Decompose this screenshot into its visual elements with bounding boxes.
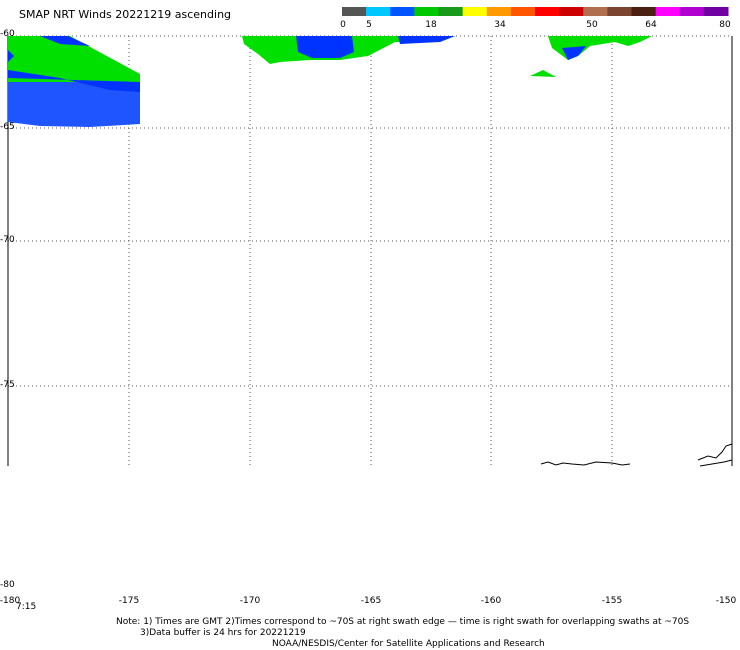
colorbar-segment: [414, 7, 439, 16]
lat-label-60: -60: [0, 29, 15, 39]
colorbar-tick-0: 0: [340, 20, 346, 30]
lon-label-175: -175: [118, 596, 140, 606]
lon-label-150: -150: [715, 596, 737, 606]
wind-swath-center: [242, 36, 455, 64]
colorbar-segment: [679, 7, 705, 16]
note-line-3: NOAA/NESDIS/Center for Satellite Applica…: [272, 639, 545, 649]
lon-label-180: -180: [0, 596, 21, 606]
map-title: SMAP NRT Winds 20221219 ascending: [19, 8, 232, 21]
colorbar-segment: [366, 7, 391, 16]
colorbar-tick-80: 80: [719, 20, 731, 30]
colorbar-tick-5: 5: [366, 20, 372, 30]
colorbar-tick-64: 64: [645, 20, 657, 30]
colorbar-segment: [390, 7, 415, 16]
lat-label-75: -75: [0, 380, 15, 390]
colorbar-segment: [462, 7, 488, 16]
colorbar-segment: [559, 7, 584, 16]
colorbar-segment: [631, 7, 657, 16]
wind-swath-west: [8, 36, 140, 127]
colorbar-segment: [655, 7, 681, 16]
colorbar-segment: [535, 7, 560, 16]
map-grid: [8, 35, 732, 466]
note-line-1: Note: 1) Times are GMT 2)Times correspon…: [116, 617, 690, 627]
note-line-2: 3)Data buffer is 24 hrs for 20221219: [140, 628, 306, 638]
coastline: [540, 443, 733, 467]
lon-label-165: -165: [360, 596, 382, 606]
lon-label-170: -170: [239, 596, 261, 606]
wind-swath-east: [530, 36, 652, 77]
colorbar-segment: [703, 7, 729, 16]
colorbar: [342, 7, 729, 16]
colorbar-segment: [438, 7, 464, 16]
lon-label-155: -155: [601, 596, 623, 606]
lat-label-70: -70: [0, 235, 15, 245]
lat-label-80: -80: [0, 580, 15, 590]
lon-label-160: -160: [480, 596, 502, 606]
time-label: 7:15: [16, 602, 37, 612]
lat-label-65: -65: [0, 122, 15, 132]
colorbar-tick-34: 34: [494, 20, 506, 30]
colorbar-tick-18: 18: [425, 20, 437, 30]
colorbar-segment: [342, 7, 367, 16]
colorbar-tick-50: 50: [586, 20, 598, 30]
colorbar-segment: [607, 7, 632, 16]
colorbar-segment: [486, 7, 512, 16]
colorbar-segment: [583, 7, 608, 16]
colorbar-segment: [510, 7, 536, 16]
